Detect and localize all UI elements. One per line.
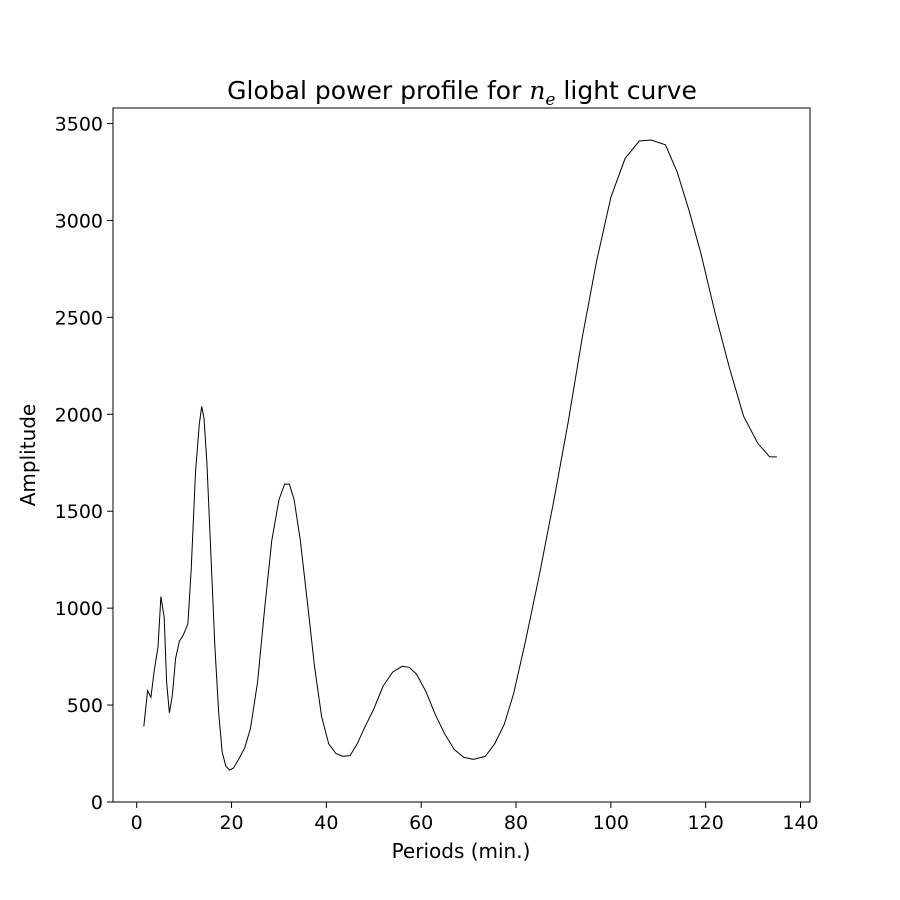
y-tick-label: 2000 bbox=[55, 404, 103, 426]
y-tick-label: 3500 bbox=[55, 114, 103, 136]
x-tick-label: 0 bbox=[131, 812, 143, 834]
x-tick-label: 80 bbox=[504, 812, 528, 834]
x-tick-label: 60 bbox=[409, 812, 433, 834]
y-tick-label: 500 bbox=[67, 695, 103, 717]
x-tick-label: 140 bbox=[782, 812, 818, 834]
y-tick-label: 2500 bbox=[55, 307, 103, 329]
plot-frame bbox=[112, 107, 811, 803]
y-tick-label: 3000 bbox=[55, 210, 103, 232]
x-axis: 0 20 40 60 80 100 120 140 bbox=[131, 802, 819, 834]
x-tick-label: 120 bbox=[688, 812, 724, 834]
x-tick-label: 20 bbox=[219, 812, 243, 834]
title-prefix: Global power profile for bbox=[227, 76, 529, 105]
y-axis: 0 500 1000 1500 2000 2500 3000 3500 bbox=[55, 114, 113, 814]
x-tick-label: 40 bbox=[314, 812, 338, 834]
chart-title: Global power profile for ne light curve bbox=[227, 76, 697, 110]
y-tick-label: 1500 bbox=[55, 501, 103, 523]
series-line-1 bbox=[143, 139, 777, 771]
y-tick-label: 0 bbox=[91, 792, 103, 814]
title-variable: n bbox=[529, 76, 545, 105]
x-tick-label: 100 bbox=[593, 812, 629, 834]
y-axis-label: Amplitude bbox=[16, 404, 40, 507]
x-axis-label: Periods (min.) bbox=[392, 839, 531, 863]
title-suffix: light curve bbox=[555, 76, 696, 105]
y-tick-label: 1000 bbox=[55, 598, 103, 620]
plot-area bbox=[143, 139, 777, 771]
title-subscript: e bbox=[545, 90, 555, 110]
